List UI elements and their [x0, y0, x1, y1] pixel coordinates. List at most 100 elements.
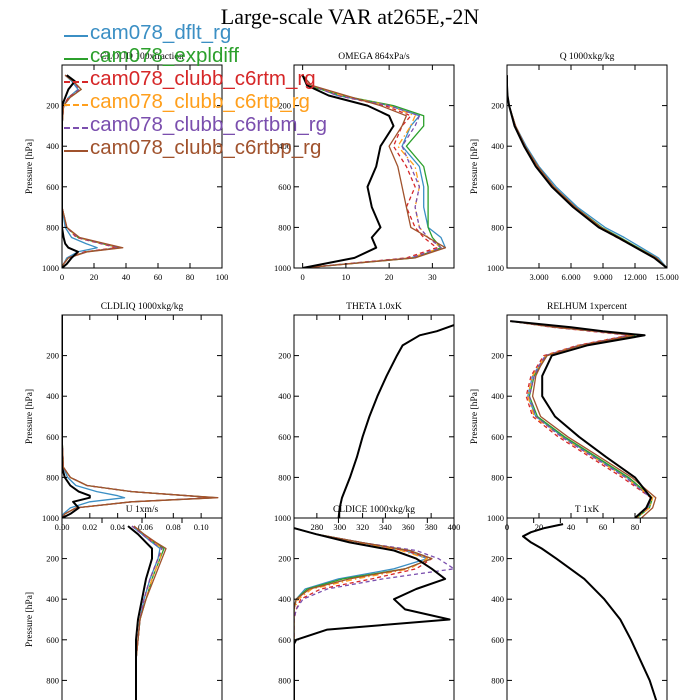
legend-swatch: [64, 81, 88, 83]
series-line: [62, 315, 91, 518]
y-tick-label: 200: [46, 554, 59, 564]
x-tick-label: 0.10: [194, 522, 209, 532]
series-line: [337, 324, 454, 518]
y-tick-label: 800: [491, 472, 504, 482]
y-tick-label: 800: [278, 472, 291, 482]
panel-title: U 1xm/s: [126, 505, 159, 515]
series-line: [62, 315, 219, 518]
series-line: [131, 525, 163, 700]
legend-swatch: [64, 127, 88, 129]
x-tick-label: 12.000: [623, 272, 646, 282]
y-tick-label: 600: [278, 432, 291, 442]
plot-frame: [61, 64, 223, 269]
y-axis-label: Pressure [hPa]: [25, 592, 35, 647]
y-tick-label: 200: [491, 554, 504, 564]
plot-frame: [293, 314, 455, 519]
x-tick-label: 15.000: [655, 272, 678, 282]
series-line: [127, 525, 153, 700]
legend-swatch: [64, 150, 88, 152]
series-group: [522, 523, 658, 700]
y-tick-label: 400: [491, 391, 504, 401]
panel-title: T 1xK: [575, 505, 600, 515]
x-tick-label: 0.06: [138, 522, 153, 532]
y-tick-label: 1000: [42, 263, 59, 273]
y-tick-label: 200: [491, 351, 504, 361]
x-tick-label: 20: [385, 272, 394, 282]
x-tick-label: 40: [567, 522, 576, 532]
series-group: [62, 315, 219, 518]
series-line: [507, 75, 667, 268]
series-group: [127, 525, 167, 700]
series-line: [507, 75, 667, 268]
y-tick-label: 800: [46, 472, 59, 482]
y-tick-label: 400: [278, 141, 291, 151]
series-group: [62, 74, 124, 268]
plot-frame: [293, 64, 455, 269]
series-line: [133, 525, 163, 700]
series-line: [507, 75, 667, 268]
x-tick-label: 9.000: [593, 272, 612, 282]
x-tick-label: 0: [301, 272, 305, 282]
plot-frame: [506, 517, 668, 700]
series-line: [510, 320, 652, 518]
series-line: [510, 320, 654, 518]
panel: CLDICE 1000xkg/kg20040060080010000.00000…: [278, 505, 455, 700]
y-tick-label: 600: [278, 182, 291, 192]
x-tick-label: 3.000: [529, 272, 548, 282]
series-line: [507, 75, 667, 268]
series-group: [301, 74, 447, 268]
series-line: [337, 324, 454, 518]
y-tick-label: 600: [491, 635, 504, 645]
panel-title: RELHUM 1xpercent: [547, 302, 627, 312]
y-tick-label: 200: [491, 101, 504, 111]
x-tick-label: 0.08: [166, 522, 181, 532]
x-tick-label: 30: [428, 272, 437, 282]
y-tick-label: 200: [278, 554, 291, 564]
y-tick-label: 400: [46, 391, 59, 401]
x-tick-label: 0.04: [110, 522, 126, 532]
y-tick-label: 1000: [274, 263, 291, 273]
legend-label: cam078_clubb_c6rtbp_rg: [90, 136, 322, 159]
series-line: [507, 75, 667, 268]
series-line: [294, 527, 433, 700]
series-group: [510, 320, 657, 518]
x-tick-label: 40: [122, 272, 131, 282]
panel-title: CLDLIQ 1000xkg/kg: [101, 302, 184, 312]
series-line: [294, 527, 428, 700]
panel-title: OMEGA 864xPa/s: [338, 52, 410, 62]
x-tick-label: 320: [356, 522, 369, 532]
x-tick-label: 340: [379, 522, 392, 532]
y-tick-label: 800: [46, 222, 59, 232]
x-tick-label: 0: [60, 272, 64, 282]
series-line: [337, 324, 454, 518]
x-tick-label: 80: [631, 522, 640, 532]
y-axis-label: Pressure [hPa]: [470, 389, 480, 444]
figure-title: Large-scale VAR at265E,-2N: [220, 4, 480, 29]
series-group: [294, 527, 454, 700]
series-line: [510, 320, 657, 518]
y-axis-label: Pressure [hPa]: [25, 139, 35, 194]
legend-label: cam078_clubb_c6rtp_rg: [90, 90, 310, 113]
y-tick-label: 400: [491, 141, 504, 151]
y-tick-label: 400: [491, 594, 504, 604]
series-line: [510, 320, 652, 518]
series-line: [507, 75, 667, 268]
legend-swatch: [64, 104, 88, 106]
y-tick-label: 800: [278, 222, 291, 232]
y-tick-label: 400: [46, 141, 59, 151]
legend-label: cam078_expldiff: [90, 44, 239, 67]
panel-title: CLOUD 100xfraction: [100, 51, 184, 62]
series-line: [510, 320, 652, 518]
panel-title: Q 1000xkg/kg: [560, 52, 615, 62]
series-group: [507, 75, 667, 268]
y-tick-label: 800: [491, 675, 504, 685]
series-line: [294, 527, 433, 700]
series-line: [522, 523, 658, 700]
panel: RELHUM 1xpercent Pressure [hPa] 200 400 600 8…: [470, 302, 668, 532]
y-tick-label: 600: [46, 635, 59, 645]
series-line: [302, 74, 447, 268]
x-tick-label: 0.02: [82, 522, 97, 532]
x-tick-label: 60: [599, 522, 608, 532]
panel-title: CLDICE 1000xkg/kg: [333, 505, 415, 515]
